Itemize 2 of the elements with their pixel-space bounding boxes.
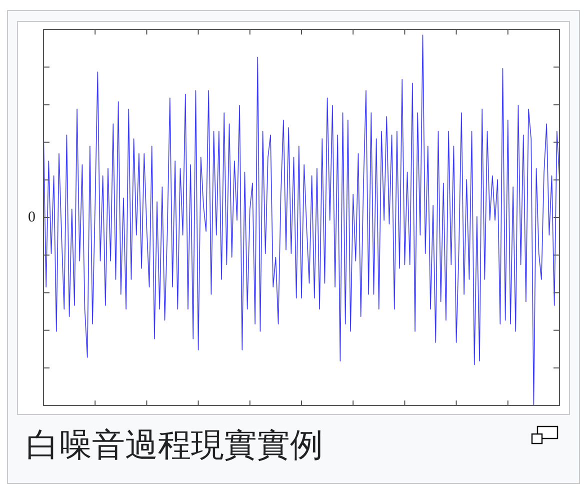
text: 0 bbox=[28, 210, 36, 226]
text: 白噪音過程現實實例 bbox=[26, 426, 323, 463]
